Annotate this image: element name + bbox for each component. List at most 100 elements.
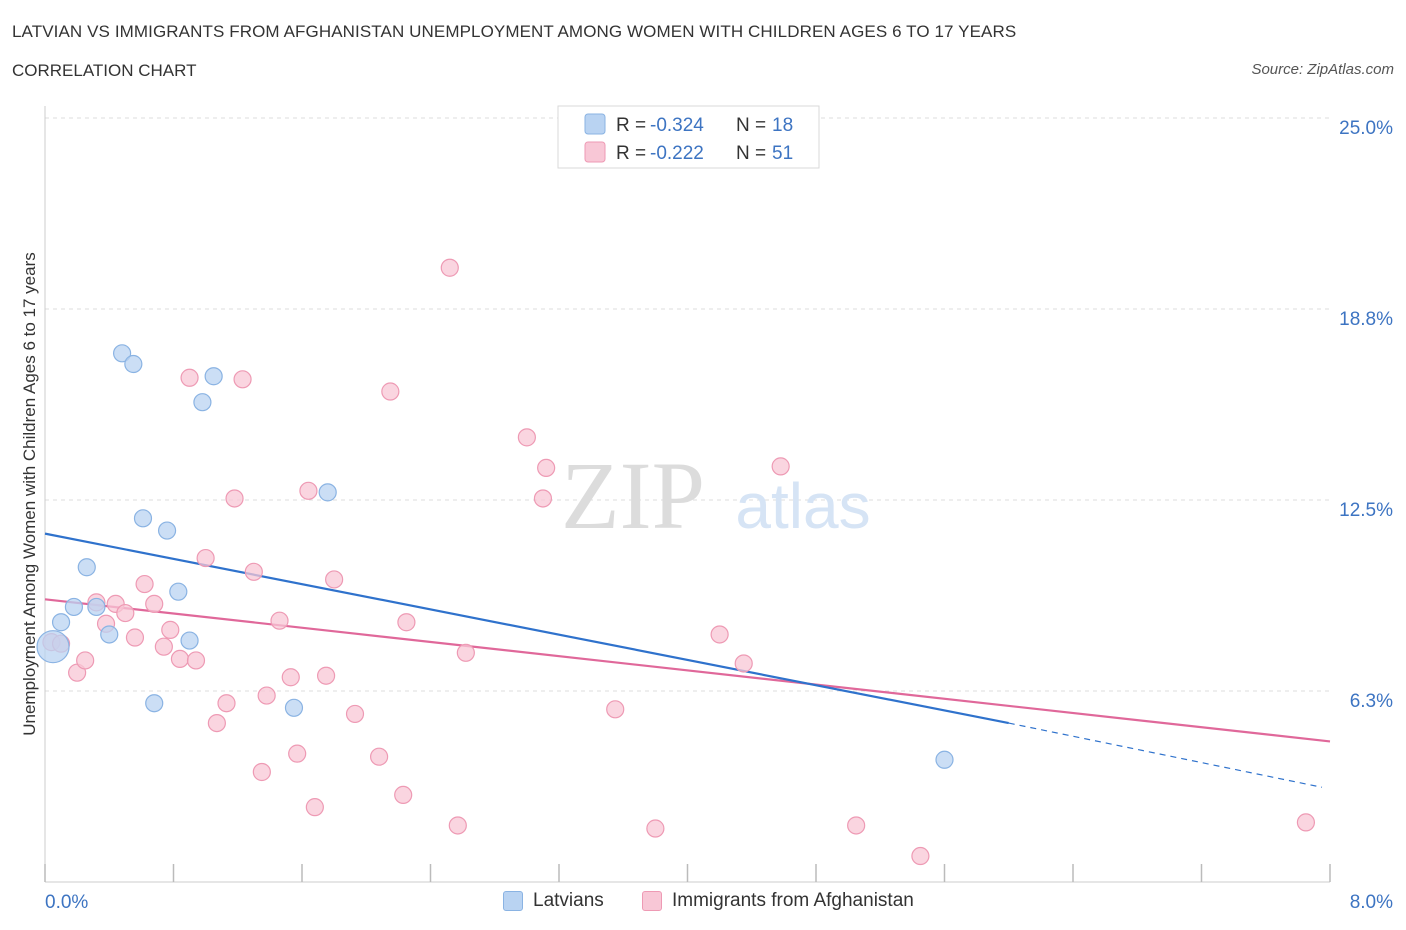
axis-layer: 6.3% 12.5% 18.8% 25.0% 0.0% 8.0% <box>44 106 1393 913</box>
series-legend: Latvians Immigrants from Afghanistan <box>0 886 1406 918</box>
legend-swatch-afghanistan <box>642 891 662 911</box>
y-axis-label: Unemployment Among Women with Children A… <box>20 252 39 736</box>
stats-r-label-blue: R = <box>616 115 646 136</box>
grid-layer <box>45 117 1330 692</box>
afghanistan-point-21 <box>244 562 263 581</box>
afghanistan-point-9 <box>135 574 154 594</box>
source-credit: Source: ZipAtlas.com <box>1251 61 1394 78</box>
afghanistan-point-42 <box>606 700 625 719</box>
afghanistan-point-33 <box>381 382 400 401</box>
stats-r-value-blue: -0.324 <box>650 115 704 136</box>
latvian-point-3 <box>77 558 96 577</box>
latvian-point-7 <box>124 354 143 374</box>
points-layer <box>36 258 1316 866</box>
afghanistan-point-34 <box>394 785 413 805</box>
latvian-point-6 <box>112 344 132 363</box>
latvian-point-11 <box>169 582 188 601</box>
trend-line-afghanistan <box>44 598 1331 743</box>
watermark-atlas: atlas <box>735 470 870 542</box>
chart-title: LATVIAN VS IMMIGRANTS FROM AFGHANISTAN U… <box>12 22 1017 41</box>
y-tick-label-3: 25.0% <box>1339 118 1393 139</box>
latvian-point-8 <box>133 509 153 528</box>
stats-r-value-pink: -0.222 <box>650 143 704 164</box>
latvian-point-17 <box>935 750 954 769</box>
y-axis-label-group: Unemployment Among Women with Children A… <box>20 252 39 736</box>
watermark-zip: ZIP <box>561 442 705 549</box>
latvian-point-9 <box>145 694 164 713</box>
afghanistan-point-35 <box>397 613 416 632</box>
legend-item-afghanistan: Immigrants from Afghanistan <box>642 890 914 912</box>
afghanistan-point-44 <box>710 625 729 644</box>
stats-n-label-blue: N = <box>736 115 766 136</box>
stats-legend: R = -0.324 N = 18 R = -0.222 N = 51 <box>557 105 820 169</box>
afghanistan-point-26 <box>288 744 307 763</box>
x-tick-label-max: 8.0% <box>1350 892 1393 913</box>
chart-subtitle: CORRELATION CHART <box>12 61 197 80</box>
afghanistan-point-37 <box>448 816 467 835</box>
trend-line-latvians-extrapolated <box>1008 722 1323 788</box>
trend-layer <box>44 532 1331 788</box>
stats-legend-swatch-pink <box>584 141 606 163</box>
legend-label-latvians: Latvians <box>533 890 604 911</box>
afghanistan-point-13 <box>170 649 190 669</box>
latvian-point-14 <box>204 367 223 386</box>
afghanistan-point-15 <box>186 651 206 670</box>
afghanistan-point-47 <box>847 816 866 835</box>
afghanistan-point-49 <box>1296 813 1316 832</box>
afghanistan-point-38 <box>456 643 475 662</box>
y-tick-label-0: 6.3% <box>1350 691 1393 712</box>
afghanistan-point-18 <box>217 694 236 713</box>
legend-item-latvians: Latvians <box>503 890 604 912</box>
afghanistan-point-40 <box>533 489 553 508</box>
y-tick-label-2: 18.8% <box>1339 309 1393 330</box>
latvian-point-10 <box>157 521 177 540</box>
watermark: ZIP atlas <box>561 442 871 549</box>
afghanistan-point-22 <box>252 762 271 782</box>
afghanistan-point-39 <box>517 428 536 447</box>
legend-label-afghanistan: Immigrants from Afghanistan <box>672 890 914 911</box>
afghanistan-point-20 <box>233 370 252 389</box>
afghanistan-point-7 <box>116 603 135 623</box>
afghanistan-point-46 <box>771 457 790 476</box>
latvian-point-15 <box>284 698 304 717</box>
afghanistan-point-14 <box>180 368 199 387</box>
latvian-point-13 <box>193 393 212 412</box>
latvian-point-1 <box>51 613 71 632</box>
y-tick-label-1: 12.5% <box>1339 500 1393 521</box>
afghanistan-point-11 <box>154 637 173 656</box>
afghanistan-point-45 <box>734 654 753 673</box>
afghanistan-point-32 <box>370 747 389 766</box>
trend-line-latvians <box>44 532 1009 725</box>
latvian-point-5 <box>100 625 119 644</box>
afghanistan-point-27 <box>299 481 318 500</box>
afghanistan-point-29 <box>316 666 336 685</box>
stats-legend-swatch-blue <box>584 113 606 135</box>
latvian-point-0 <box>36 630 70 664</box>
afghanistan-point-19 <box>225 489 244 508</box>
afghanistan-point-10 <box>145 594 164 614</box>
latvian-point-12 <box>180 631 199 650</box>
legend-swatch-latvians <box>503 891 523 911</box>
stats-n-value-blue: 18 <box>772 115 793 136</box>
afghanistan-point-30 <box>325 570 344 589</box>
afghanistan-point-16 <box>196 548 215 568</box>
afghanistan-point-36 <box>440 258 459 277</box>
afghanistan-point-24 <box>270 611 289 630</box>
afghanistan-point-8 <box>125 628 145 647</box>
afghanistan-point-25 <box>281 668 300 687</box>
stats-r-label-pink: R = <box>616 143 646 164</box>
afghanistan-point-17 <box>207 713 226 733</box>
afghanistan-point-43 <box>646 819 665 838</box>
afghanistan-point-48 <box>911 846 930 866</box>
stats-n-label-pink: N = <box>736 143 766 164</box>
afghanistan-point-12 <box>161 620 180 639</box>
afghanistan-point-3 <box>76 651 95 670</box>
latvian-point-2 <box>64 597 84 617</box>
afghanistan-point-31 <box>345 704 365 724</box>
x-tick-label-min: 0.0% <box>45 892 88 913</box>
afghanistan-point-28 <box>305 798 324 817</box>
latvian-point-16 <box>318 483 337 502</box>
latvian-point-4 <box>87 597 106 617</box>
stats-n-value-pink: 51 <box>772 143 793 164</box>
